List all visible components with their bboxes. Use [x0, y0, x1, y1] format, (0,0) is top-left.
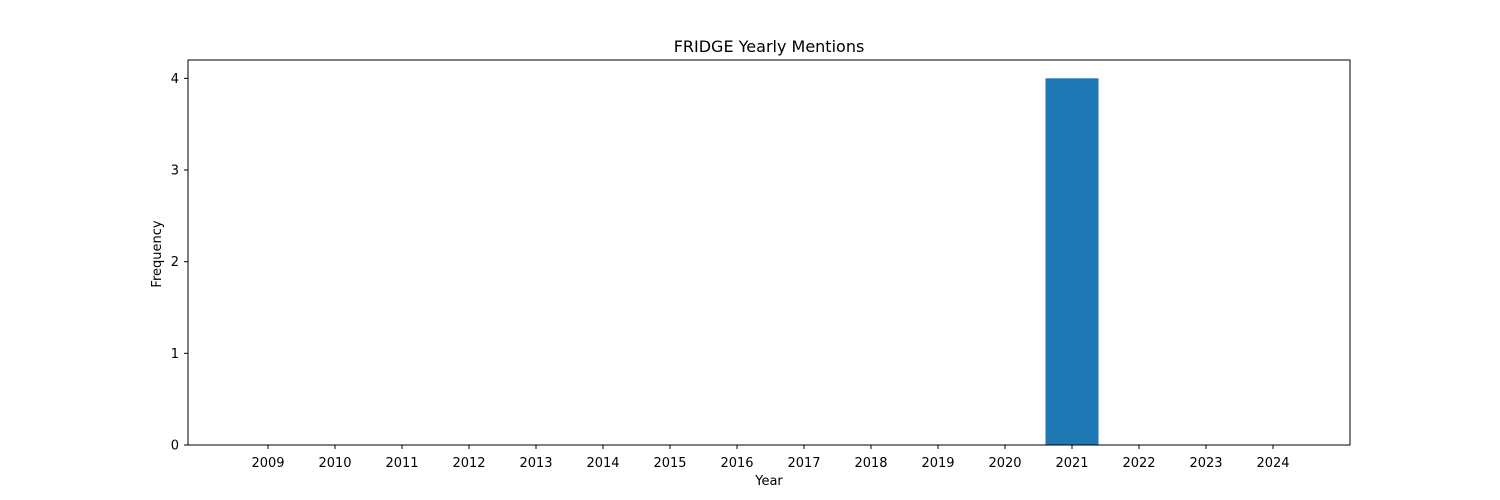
x-tick-label-2011: 2011	[385, 456, 418, 471]
x-tick-label-2023: 2023	[1189, 456, 1222, 471]
y-axis-label: Frequency	[150, 220, 165, 287]
y-tick-label-1: 1	[171, 347, 179, 362]
chart-title: FRIDGE Yearly Mentions	[674, 37, 865, 56]
x-tick-label-2024: 2024	[1256, 456, 1289, 471]
bar-2021	[1045, 78, 1099, 445]
y-axis: 0 1 2 3 4	[171, 72, 188, 454]
x-tick-label-2015: 2015	[653, 456, 686, 471]
plot-frame	[187, 59, 1351, 446]
x-tick-label-2013: 2013	[519, 456, 552, 471]
x-tick-label-2014: 2014	[586, 456, 619, 471]
x-axis: 2009 2010 2011 2012 2013 2014 2015 2016 2017 2018…	[251, 445, 1290, 471]
x-tick-label-2017: 2017	[787, 456, 820, 471]
y-tick-label-4: 4	[171, 72, 179, 87]
x-tick-label-2018: 2018	[854, 456, 887, 471]
y-tick-label-2: 2	[171, 255, 179, 270]
x-tick-label-2021: 2021	[1055, 456, 1088, 471]
x-axis-label: Year	[754, 474, 783, 489]
x-tick-label-2012: 2012	[452, 456, 485, 471]
x-tick-label-2009: 2009	[251, 456, 284, 471]
x-tick-label-2022: 2022	[1122, 456, 1155, 471]
x-tick-label-2019: 2019	[921, 456, 954, 471]
x-tick-label-2010: 2010	[318, 456, 351, 471]
y-tick-label-3: 3	[171, 164, 179, 179]
x-tick-label-2016: 2016	[720, 456, 753, 471]
y-tick-label-0: 0	[171, 439, 179, 454]
x-tick-label-2020: 2020	[988, 456, 1021, 471]
bars-layer	[1045, 78, 1099, 445]
